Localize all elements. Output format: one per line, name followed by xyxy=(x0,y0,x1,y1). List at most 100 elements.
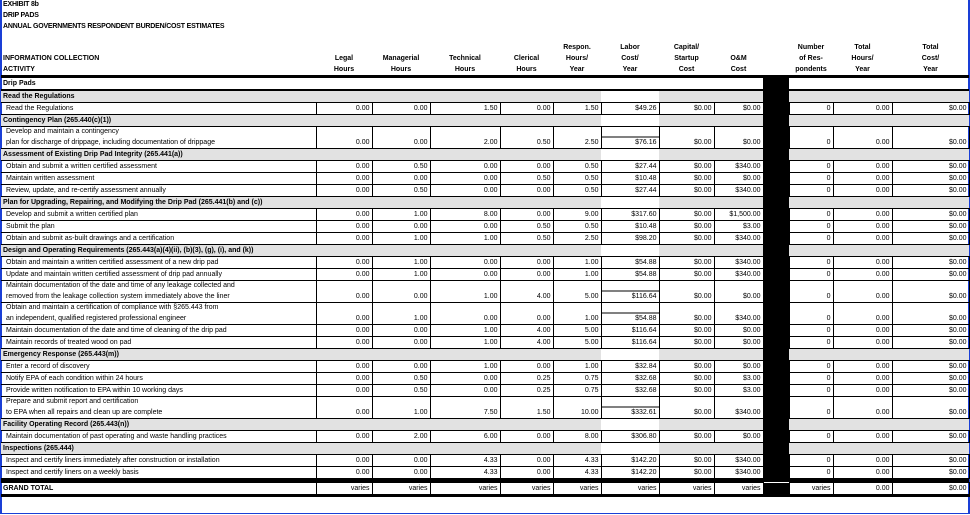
text-line: Total xyxy=(854,44,871,51)
text-line: O&M xyxy=(730,55,747,62)
value-cell: $98.20 xyxy=(600,232,660,245)
value-cell: $0.00 xyxy=(891,184,970,197)
column-gap xyxy=(763,172,789,185)
section-fill xyxy=(659,418,763,431)
text-line: Hours xyxy=(516,66,537,73)
text-line: Year xyxy=(923,66,938,73)
text-line: Number xyxy=(797,44,825,51)
activity-label: Maintain documentation of the date and t… xyxy=(1,324,317,337)
value-cell: $32.68 xyxy=(600,384,660,397)
column-gap xyxy=(763,466,789,479)
value-cell: $0.00 xyxy=(658,302,715,325)
activity-label: Maintain records of treated wood on pad xyxy=(1,336,317,349)
value-cell: 0.00 xyxy=(499,466,554,479)
value-cell: 0.75 xyxy=(552,372,602,385)
value-cell: 0.00 xyxy=(315,208,373,221)
value-cell: $340.00 xyxy=(713,184,764,197)
value-cell: $0.00 xyxy=(713,280,764,303)
value-cell: 0.00 xyxy=(371,454,431,467)
value-cell: 0.00 xyxy=(832,372,893,385)
value-cell: $0.00 xyxy=(658,184,715,197)
labor-cell xyxy=(601,442,659,455)
value-cell: 0.50 xyxy=(371,372,431,385)
value-cell: $0.00 xyxy=(713,360,764,373)
column-gap xyxy=(763,302,789,325)
labor-cell xyxy=(601,148,659,161)
value-cell: 0.00 xyxy=(832,336,893,349)
labor-cell xyxy=(601,196,659,209)
value-cell: $0.00 xyxy=(891,160,970,173)
value-cell: $0.00 xyxy=(891,232,970,245)
subject-title: DRIP PADS xyxy=(3,12,39,19)
text-line: Obtain and maintain a written certified … xyxy=(6,258,219,266)
table-row: Develop and maintain a contingency plan f… xyxy=(1,126,970,149)
value-cell: $27.44 xyxy=(600,184,660,197)
value-cell: $0.00 xyxy=(891,336,970,349)
text-line: ACTIVITY xyxy=(3,66,35,73)
text-line: Cost xyxy=(678,66,695,73)
value-cell: $76.16 xyxy=(600,126,660,149)
value-cell: $49.26 xyxy=(600,102,660,115)
value-cell: 0.00 xyxy=(499,454,554,467)
value-cell: 4.33 xyxy=(429,466,501,479)
text-line: Technical xyxy=(449,55,481,62)
text-line: Maintain documentation of the date and t… xyxy=(6,282,235,289)
value-cell: 0.00 xyxy=(315,384,373,397)
value-cell: 0.50 xyxy=(371,384,431,397)
value-cell: $0.00 xyxy=(658,172,715,185)
value-cell: $0.00 xyxy=(713,172,764,185)
section-label: Inspections (265.444) xyxy=(1,442,601,455)
value-cell: $116.64 xyxy=(600,324,660,337)
report-title: ANNUAL GOVERNMENTS RESPONDENT BURDEN/COS… xyxy=(3,23,225,30)
value-cell: 0.00 xyxy=(832,256,893,269)
text-line: Total xyxy=(922,44,939,51)
value-cell: 0.00 xyxy=(429,302,501,325)
text-line: Hours/ xyxy=(565,55,589,62)
text-line: to EPA when all repairs and clean up are… xyxy=(6,408,163,416)
value-cell: 0.00 xyxy=(315,232,373,245)
value-cell: 0 xyxy=(788,126,834,149)
total-cell: varies xyxy=(788,482,834,496)
value-cell: 0.00 xyxy=(315,336,373,349)
activity-label: Update and maintain written certified as… xyxy=(1,268,317,281)
section-label: Contingency Plan (265.440(c)(1)) xyxy=(1,114,601,127)
total-cell: varies xyxy=(315,482,373,496)
total-cell: varies xyxy=(552,482,602,496)
value-cell: 6.00 xyxy=(429,430,501,443)
column-gap xyxy=(763,90,789,103)
value-cell: $0.00 xyxy=(891,372,970,385)
value-cell: 0.00 xyxy=(315,430,373,443)
value-cell: 0 xyxy=(788,256,834,269)
value-cell: 0.00 xyxy=(832,466,893,479)
column-gap xyxy=(763,454,789,467)
activity-label: Enter a record of discovery xyxy=(1,360,317,373)
text-line: Develop and maintain a contingency xyxy=(6,128,119,135)
value-cell: 0.50 xyxy=(371,184,431,197)
value-cell: $0.00 xyxy=(713,430,764,443)
value-cell: 0.00 xyxy=(315,184,373,197)
value-cell: $0.00 xyxy=(891,126,970,149)
column-gap xyxy=(763,148,789,161)
activity-label: Provide written notification to EPA with… xyxy=(1,384,317,397)
value-cell: 0.25 xyxy=(499,372,554,385)
text-line: Prepare and submit report and certificat… xyxy=(6,398,139,405)
value-cell: 0.00 xyxy=(315,268,373,281)
value-cell: $0.00 xyxy=(658,466,715,479)
section-label: Design and Operating Requirements (265.4… xyxy=(1,244,601,257)
header-column: Managerial Hours xyxy=(372,42,430,75)
value-cell: $306.80 xyxy=(600,430,660,443)
value-cell: 7.50 xyxy=(429,396,501,419)
value-cell: 0.00 xyxy=(315,396,373,419)
value-cell: 0.00 xyxy=(832,126,893,149)
column-gap xyxy=(763,126,789,149)
section-fill xyxy=(789,196,969,209)
header-column: Number of Res-pondents xyxy=(789,42,833,75)
value-cell: 0 xyxy=(788,220,834,233)
section-fill xyxy=(659,114,763,127)
value-cell: 0.00 xyxy=(832,396,893,419)
activity-label: Obtain and submit a written certified as… xyxy=(1,160,317,173)
section-row: Contingency Plan (265.440(c)(1)) xyxy=(1,114,969,127)
value-cell: $0.00 xyxy=(891,384,970,397)
value-cell: 0.00 xyxy=(371,336,431,349)
section-row: Read the Regulations xyxy=(1,89,969,103)
